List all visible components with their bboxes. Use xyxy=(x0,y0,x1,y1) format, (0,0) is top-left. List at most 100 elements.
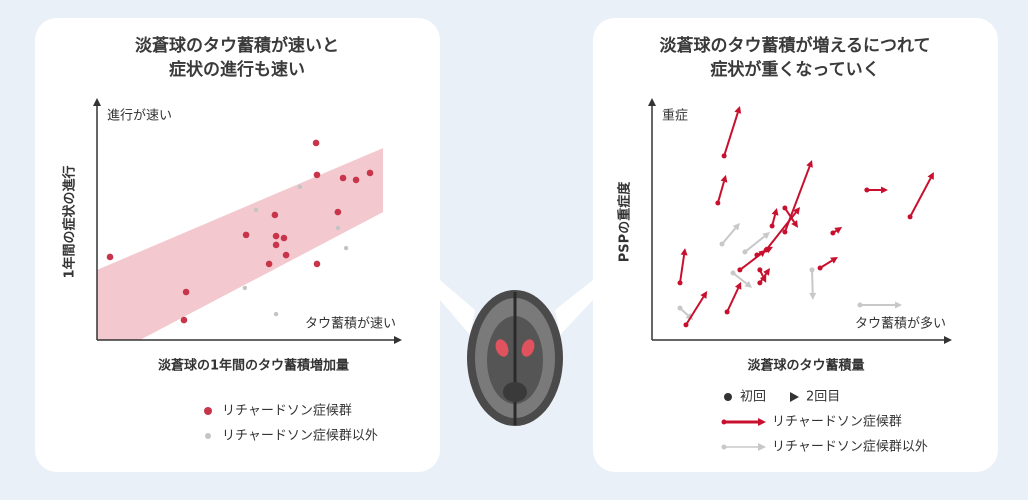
point xyxy=(297,184,303,190)
legend-label: リチャードソン症候群以外 xyxy=(772,440,928,455)
legend-marker xyxy=(758,443,766,451)
second-visit xyxy=(809,292,817,300)
arrow-shaft xyxy=(723,112,739,157)
second-visit xyxy=(734,281,742,290)
point xyxy=(253,207,259,213)
second-visit xyxy=(895,301,903,309)
arrow-shaft xyxy=(721,227,737,245)
point xyxy=(180,316,188,324)
point xyxy=(312,139,320,147)
first-visit xyxy=(782,205,788,211)
first-visit xyxy=(763,247,769,253)
second-visit xyxy=(830,256,838,264)
legend-marker xyxy=(758,418,766,426)
arrow-shaft xyxy=(909,177,932,218)
second-visit xyxy=(881,186,889,194)
second-visit xyxy=(744,280,753,288)
point xyxy=(242,231,250,239)
second-visit xyxy=(734,106,742,114)
y-axis-label: PSPの重症度 xyxy=(617,181,633,262)
first-visit xyxy=(721,153,727,159)
first-visit xyxy=(715,200,721,206)
y-axis-label: 1年間の症状の進行 xyxy=(62,165,78,278)
brain-image xyxy=(467,290,563,426)
first-visit xyxy=(757,267,763,273)
legend-marker xyxy=(724,393,732,401)
first-visit xyxy=(677,280,683,286)
arrow-shaft xyxy=(716,181,725,204)
connector xyxy=(440,280,475,335)
first-visit xyxy=(830,230,836,236)
axis-arrowhead xyxy=(648,98,656,106)
second-visit xyxy=(680,248,688,256)
chart-title: 症状の進行も速い xyxy=(169,59,305,80)
first-visit xyxy=(817,265,823,271)
point xyxy=(182,288,190,296)
point xyxy=(272,232,280,240)
second-visit xyxy=(793,207,801,215)
annotation: 進行が速い xyxy=(107,109,172,124)
first-visit xyxy=(857,302,863,308)
annotation: 重症 xyxy=(662,108,688,124)
right-card xyxy=(593,18,998,472)
point xyxy=(282,251,290,259)
first-visit xyxy=(683,322,689,328)
point xyxy=(280,234,288,242)
first-visit xyxy=(907,214,913,220)
second-visit xyxy=(771,208,779,216)
second-visit xyxy=(720,174,728,183)
legend-label: リチャードソン症候群以外 xyxy=(222,429,378,444)
x-axis-label: 淡蒼球の1年間のタウ蓄積増加量 xyxy=(158,358,349,374)
second-visit xyxy=(732,222,740,231)
point xyxy=(106,253,114,261)
arrow-shaft xyxy=(811,269,814,293)
first-visit xyxy=(864,187,870,193)
point xyxy=(313,260,321,268)
arrow-shaft xyxy=(679,254,686,284)
second-visit xyxy=(763,268,771,276)
chart-title: 淡蒼球のタウ蓄積が増えるにつれて xyxy=(660,35,931,56)
point xyxy=(366,169,374,177)
second-visit xyxy=(791,220,799,228)
first-visit xyxy=(782,229,788,235)
arrow-shaft xyxy=(784,207,796,223)
legend-label: リチャードソン症候群 xyxy=(222,404,352,419)
first-visit xyxy=(757,280,763,286)
point xyxy=(352,176,360,184)
point xyxy=(343,245,349,251)
x-axis-label: 淡蒼球のタウ蓄積量 xyxy=(747,358,864,374)
first-visit xyxy=(677,305,683,311)
second-visit xyxy=(834,226,843,234)
arrow-shaft xyxy=(685,296,705,326)
first-visit xyxy=(742,249,748,255)
axis-arrowhead xyxy=(944,336,952,344)
point xyxy=(242,285,248,291)
annotation: タウ蓄積が速い xyxy=(305,317,396,332)
point xyxy=(273,311,279,317)
legend-label: リチャードソン症候群 xyxy=(772,415,902,430)
legend-marker xyxy=(204,407,212,415)
chart-title: 症状が重くなっていく xyxy=(710,59,879,80)
chart-title: 淡蒼球のタウ蓄積が速いと xyxy=(135,35,339,56)
legend-label: 初回 xyxy=(740,390,766,405)
point xyxy=(272,241,280,249)
first-visit xyxy=(719,241,725,247)
arrow-shaft xyxy=(732,272,748,285)
legend-marker xyxy=(205,433,211,439)
second-visit xyxy=(927,172,934,180)
legend-marker xyxy=(790,392,799,402)
point xyxy=(313,171,321,179)
first-visit xyxy=(724,309,730,315)
confidence-band xyxy=(97,148,384,340)
point xyxy=(339,174,347,182)
connector xyxy=(555,280,593,335)
first-visit xyxy=(737,267,743,273)
axis-arrowhead xyxy=(394,336,402,344)
second-visit xyxy=(762,232,771,240)
arrow-shaft xyxy=(726,287,740,313)
second-visit xyxy=(700,291,708,299)
second-visit xyxy=(806,160,813,168)
first-visit xyxy=(769,223,775,229)
legend-label: 2回目 xyxy=(806,390,840,405)
